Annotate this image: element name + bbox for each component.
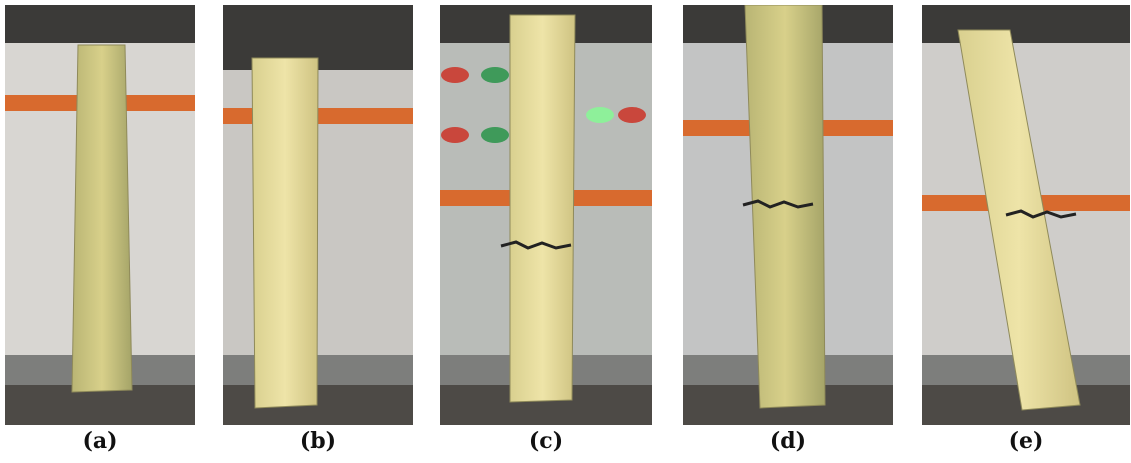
photo-panel (683, 5, 893, 425)
upper-grip (922, 5, 1130, 43)
figure: (a) (b) (c) (d) (e) (0, 0, 1131, 459)
specimen (252, 58, 318, 408)
panel-button (441, 127, 469, 143)
panel-label: (a) (82, 428, 117, 454)
panel-label: (b) (300, 428, 336, 454)
page: (a)(b)(c)(d)(e) (() => { const data = JS… (0, 0, 1131, 459)
grip-jaw (223, 385, 413, 425)
specimen (72, 45, 132, 392)
panel-button (481, 127, 509, 143)
panel-button (441, 67, 469, 83)
panel-button (586, 107, 614, 123)
upper-grip (5, 5, 195, 43)
photo-panel (922, 5, 1130, 425)
photo-panel (223, 5, 413, 425)
panel-label: (c) (529, 428, 563, 454)
photo-panel (5, 5, 195, 425)
specimen (510, 15, 575, 402)
panel-button (481, 67, 509, 83)
panel-label: (d) (770, 428, 806, 454)
panel-label: (e) (1009, 428, 1044, 454)
panel-button (618, 107, 646, 123)
photo-panel (440, 5, 652, 425)
